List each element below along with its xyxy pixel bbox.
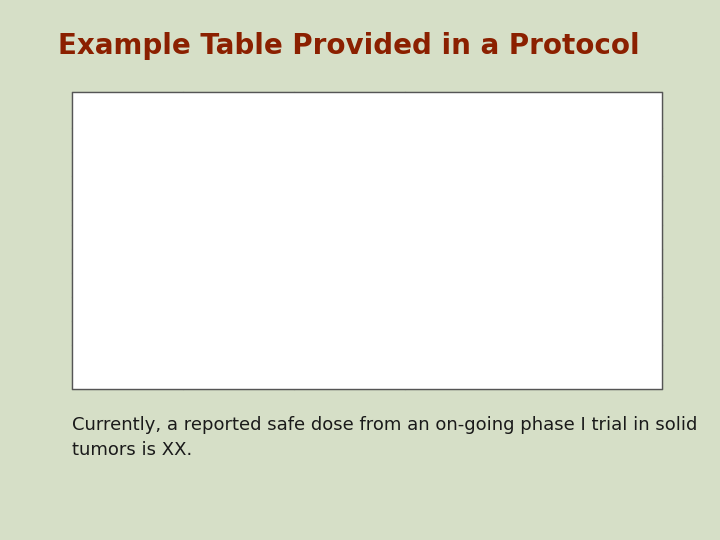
Text: 5.1: 5.1 [189, 254, 207, 267]
Text: This dose is below the: This dose is below the [411, 353, 536, 362]
Text: 1/3: 1/3 [78, 254, 96, 267]
Text: 2/3: 2/3 [78, 361, 96, 374]
Text: 1/3: 1/3 [300, 182, 319, 195]
Text: 2/3: 2/3 [300, 206, 319, 219]
Text: d10: d10 [521, 353, 541, 362]
Text: CRM cycle 1: CRM cycle 1 [78, 103, 162, 117]
Text: Re-evaluate the starting dose: Re-evaluate the starting dose [411, 328, 577, 338]
Text: Example Table Provided in a Protocol: Example Table Provided in a Protocol [58, 32, 639, 60]
Text: 2/3: 2/3 [300, 302, 319, 315]
Text: 3.2: 3.2 [411, 302, 430, 315]
Text: Currently, a reported safe dose from an on-going phase I trial in solid
tumors i: Currently, a reported safe dose from an … [72, 416, 698, 459]
Text: considered as  a testing dose: considered as a testing dose [411, 375, 572, 385]
Text: 7.5: 7.5 [189, 158, 207, 171]
Text: 1/3: 1/3 [300, 279, 319, 292]
Text: 0/3: 0/3 [300, 254, 319, 267]
Text: 3/3: 3/3 [300, 230, 319, 243]
Text: and  will not be: and will not be [536, 353, 624, 362]
Text: 6.2: 6.2 [411, 254, 430, 267]
Text: 5.7: 5.7 [411, 230, 430, 243]
Text: 6.3: 6.3 [411, 206, 430, 219]
Text: CRM cycle 2: CRM cycle 2 [300, 103, 384, 117]
Text: 0/3: 0/3 [300, 158, 319, 171]
Text: Toxicities: Toxicities [300, 133, 354, 146]
Text: 0/3: 0/3 [78, 158, 96, 171]
Text: 3/3: 3/3 [300, 327, 319, 340]
Text: 7.5: 7.5 [411, 182, 430, 195]
Text: 5.0: 5.0 [411, 279, 430, 292]
Text: 8.7: 8.7 [411, 158, 430, 171]
Text: Next Dose: Next Dose [411, 133, 472, 146]
Text: 2.3: 2.3 [189, 361, 207, 374]
Text: Next Dose: Next Dose [189, 133, 250, 146]
Text: Toxicities: Toxicities [78, 133, 131, 146]
